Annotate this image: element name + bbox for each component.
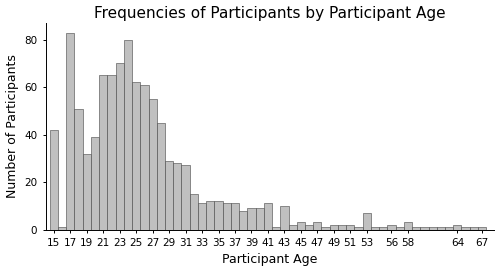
Bar [371,227,379,230]
Bar [58,227,66,230]
Bar [206,201,214,230]
Bar [379,227,388,230]
Bar [198,203,206,230]
Bar [190,194,198,230]
Bar [74,109,82,230]
Bar [478,227,486,230]
Bar [91,137,99,230]
Bar [346,225,354,230]
Bar [148,99,157,230]
Bar [354,227,362,230]
Y-axis label: Number of Participants: Number of Participants [6,54,18,198]
Bar [462,227,469,230]
Bar [239,211,248,230]
Bar [322,227,330,230]
Bar [264,203,272,230]
Bar [428,227,437,230]
Bar [256,208,264,230]
Bar [50,130,58,230]
Bar [280,206,288,230]
Title: Frequencies of Participants by Participant Age: Frequencies of Participants by Participa… [94,5,446,21]
Bar [297,222,305,230]
Bar [404,222,412,230]
Bar [66,33,74,230]
Bar [420,227,428,230]
Bar [313,222,322,230]
Bar [454,225,462,230]
Bar [108,75,116,230]
Bar [248,208,256,230]
Bar [388,225,396,230]
Bar [140,85,148,230]
X-axis label: Participant Age: Participant Age [222,254,318,267]
Bar [116,63,124,230]
Bar [412,227,420,230]
Bar [362,213,371,230]
Bar [222,203,231,230]
Bar [165,161,173,230]
Bar [470,227,478,230]
Bar [132,82,140,230]
Bar [445,227,454,230]
Bar [214,201,222,230]
Bar [124,40,132,230]
Bar [231,203,239,230]
Bar [396,227,404,230]
Bar [305,225,313,230]
Bar [338,225,346,230]
Bar [182,165,190,230]
Bar [437,227,445,230]
Bar [288,225,297,230]
Bar [99,75,108,230]
Bar [173,163,182,230]
Bar [82,154,91,230]
Bar [330,225,338,230]
Bar [272,227,280,230]
Bar [157,123,165,230]
